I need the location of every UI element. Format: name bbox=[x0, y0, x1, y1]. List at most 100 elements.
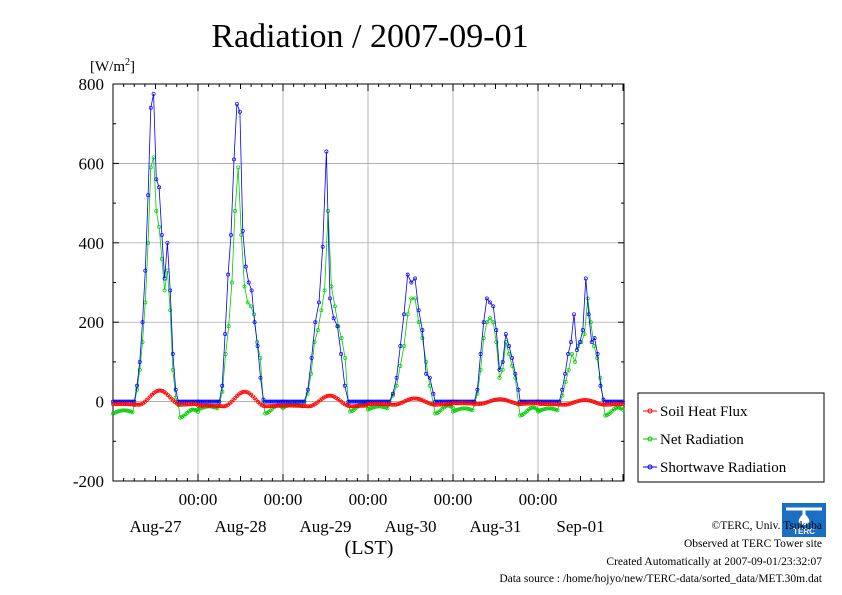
data-point bbox=[488, 300, 492, 305]
data-point bbox=[587, 398, 592, 403]
data-point bbox=[346, 404, 351, 408]
data-point bbox=[348, 399, 353, 404]
y-tick-label: 400 bbox=[79, 234, 105, 253]
data-point bbox=[592, 336, 597, 341]
terc-logo: TERC bbox=[782, 503, 826, 542]
data-point bbox=[406, 397, 411, 402]
data-point bbox=[135, 387, 139, 392]
data-point bbox=[279, 399, 284, 404]
y-tick-label: 600 bbox=[79, 154, 105, 173]
data-point bbox=[146, 193, 151, 198]
data-point bbox=[450, 405, 455, 410]
data-point bbox=[497, 375, 502, 380]
data-point bbox=[143, 268, 148, 273]
data-point bbox=[286, 403, 291, 408]
data-point bbox=[412, 396, 416, 401]
data-point bbox=[371, 399, 376, 404]
data-point bbox=[518, 413, 523, 418]
data-point bbox=[573, 400, 578, 404]
data-point bbox=[612, 402, 617, 407]
data-point bbox=[456, 401, 461, 406]
data-point bbox=[168, 308, 173, 313]
data-point bbox=[154, 177, 159, 182]
data-point bbox=[315, 328, 320, 333]
data-point bbox=[577, 340, 582, 345]
data-point bbox=[381, 405, 386, 410]
data-point bbox=[528, 401, 533, 406]
data-point bbox=[134, 402, 138, 407]
data-point bbox=[392, 402, 397, 407]
data-point bbox=[188, 408, 193, 413]
data-point bbox=[466, 407, 471, 412]
data-point bbox=[170, 352, 175, 356]
data-point bbox=[130, 399, 135, 404]
data-point bbox=[530, 405, 535, 410]
data-point bbox=[291, 403, 296, 408]
data-point bbox=[535, 407, 540, 412]
data-point bbox=[596, 401, 601, 406]
data-point bbox=[126, 402, 131, 407]
data-point bbox=[190, 407, 195, 412]
data-point bbox=[300, 399, 305, 404]
data-point bbox=[433, 411, 438, 416]
data-point bbox=[385, 406, 390, 411]
data-point bbox=[409, 296, 414, 301]
data-point bbox=[541, 407, 546, 412]
data-point bbox=[305, 387, 310, 392]
data-point bbox=[401, 399, 406, 404]
data-point bbox=[586, 312, 591, 317]
legend-marker bbox=[647, 408, 653, 414]
data-point bbox=[574, 348, 579, 352]
data-point bbox=[466, 401, 471, 406]
data-point bbox=[431, 402, 436, 407]
data-point bbox=[507, 352, 511, 356]
data-point bbox=[539, 408, 544, 412]
data-point bbox=[272, 403, 277, 408]
data-point bbox=[500, 397, 505, 402]
data-point bbox=[116, 399, 121, 404]
data-point bbox=[151, 155, 156, 160]
data-point bbox=[381, 399, 386, 404]
plot-area bbox=[112, 83, 625, 482]
data-point bbox=[402, 344, 406, 348]
data-point bbox=[358, 403, 363, 408]
data-point bbox=[420, 398, 425, 403]
data-point bbox=[364, 399, 369, 404]
data-point bbox=[302, 399, 307, 404]
data-point bbox=[481, 401, 486, 406]
data-point bbox=[424, 371, 429, 376]
data-point bbox=[317, 300, 321, 305]
data-point bbox=[617, 405, 622, 410]
data-point bbox=[168, 288, 173, 293]
data-point bbox=[595, 352, 600, 356]
data-point bbox=[599, 402, 604, 407]
footer-copyright: ©TERC, Univ. Tsukuba bbox=[711, 520, 822, 532]
data-point bbox=[232, 157, 236, 162]
data-point bbox=[339, 352, 344, 356]
data-point bbox=[509, 400, 514, 404]
data-point bbox=[481, 320, 486, 325]
data-point bbox=[302, 404, 307, 409]
data-point bbox=[220, 404, 225, 409]
data-point bbox=[192, 407, 197, 412]
data-point bbox=[413, 276, 417, 281]
data-point bbox=[157, 224, 162, 229]
data-point bbox=[413, 396, 418, 401]
data-point bbox=[484, 296, 489, 301]
data-point bbox=[273, 403, 278, 408]
data-point bbox=[376, 402, 381, 407]
data-point bbox=[405, 272, 410, 277]
data-point bbox=[188, 402, 193, 407]
data-point bbox=[534, 401, 539, 406]
data-point bbox=[494, 328, 499, 333]
data-point bbox=[128, 409, 133, 414]
y-tick-label: -200 bbox=[73, 472, 104, 491]
data-point bbox=[140, 320, 145, 325]
data-point bbox=[201, 399, 206, 404]
data-point bbox=[190, 399, 195, 404]
data-point bbox=[258, 375, 263, 380]
data-point bbox=[569, 352, 574, 356]
data-point bbox=[424, 400, 429, 405]
data-point bbox=[217, 399, 222, 404]
data-point bbox=[249, 288, 254, 293]
